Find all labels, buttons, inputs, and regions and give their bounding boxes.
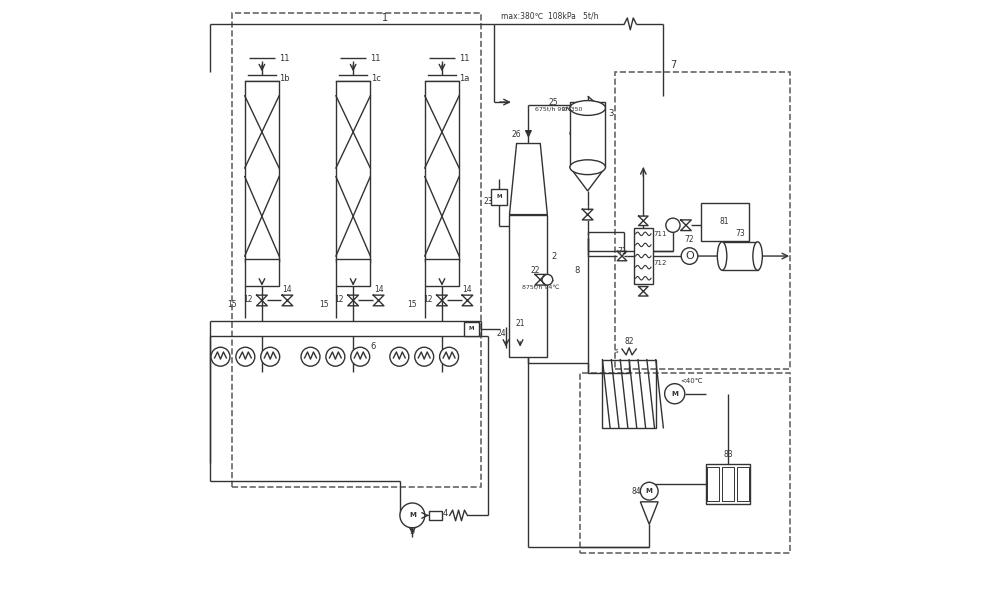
- Bar: [232, 13, 481, 487]
- Text: 22: 22: [531, 267, 540, 275]
- Text: 12: 12: [334, 295, 344, 305]
- Text: 3: 3: [609, 109, 614, 118]
- Text: 675t/h 99℃: 675t/h 99℃: [535, 107, 572, 112]
- Bar: [491, 189, 507, 205]
- Bar: [425, 259, 459, 286]
- Circle shape: [351, 347, 370, 366]
- Text: 72: 72: [685, 235, 694, 244]
- Text: 15: 15: [228, 300, 237, 309]
- Text: 6: 6: [370, 342, 375, 350]
- Text: 83: 83: [723, 450, 733, 459]
- Text: 7: 7: [670, 60, 676, 70]
- Text: 11: 11: [459, 54, 470, 63]
- Text: 1b: 1b: [279, 74, 290, 83]
- Bar: [245, 82, 279, 262]
- Text: 1a: 1a: [459, 74, 470, 83]
- Text: 21: 21: [515, 319, 525, 328]
- Text: 81: 81: [719, 217, 729, 226]
- Polygon shape: [640, 502, 658, 524]
- Text: 1: 1: [381, 13, 388, 23]
- Polygon shape: [570, 167, 605, 191]
- Ellipse shape: [570, 101, 605, 115]
- Text: 2: 2: [552, 252, 557, 261]
- Text: 5: 5: [410, 527, 415, 536]
- Text: 15: 15: [408, 300, 417, 309]
- Text: M: M: [646, 488, 653, 494]
- Text: 1c: 1c: [371, 74, 381, 83]
- Text: 14: 14: [283, 285, 292, 295]
- Polygon shape: [509, 143, 547, 215]
- Text: 712: 712: [653, 260, 667, 266]
- Bar: [245, 259, 279, 286]
- Ellipse shape: [717, 242, 727, 270]
- Bar: [580, 372, 790, 553]
- Bar: [336, 82, 370, 262]
- Text: 711: 711: [653, 230, 667, 237]
- Text: 25: 25: [548, 98, 558, 107]
- Circle shape: [681, 248, 698, 264]
- Circle shape: [666, 218, 680, 233]
- Circle shape: [326, 347, 345, 366]
- Text: 14: 14: [463, 285, 472, 295]
- Bar: [509, 215, 547, 357]
- Text: M: M: [671, 391, 678, 397]
- Text: M: M: [469, 327, 474, 331]
- Bar: [429, 511, 442, 520]
- Text: 15: 15: [319, 300, 328, 309]
- Circle shape: [415, 347, 434, 366]
- Text: 4: 4: [443, 509, 448, 518]
- Text: 82: 82: [624, 337, 634, 346]
- Text: s: s: [614, 348, 618, 354]
- Text: 23: 23: [483, 197, 493, 206]
- Circle shape: [400, 503, 425, 528]
- Text: M: M: [409, 512, 416, 518]
- Bar: [464, 322, 479, 336]
- Bar: [336, 259, 370, 286]
- Bar: [701, 203, 749, 241]
- Bar: [425, 82, 459, 262]
- Text: max:380℃  108kPa   5t/h: max:380℃ 108kPa 5t/h: [501, 12, 599, 21]
- Circle shape: [390, 347, 409, 366]
- Bar: [570, 102, 605, 167]
- Bar: [722, 242, 758, 270]
- Text: 12: 12: [243, 295, 252, 305]
- Bar: [634, 228, 653, 284]
- Circle shape: [236, 347, 255, 366]
- Text: 73: 73: [735, 229, 745, 238]
- Text: 8: 8: [574, 267, 580, 275]
- Text: DN350: DN350: [562, 107, 583, 112]
- Circle shape: [640, 483, 658, 500]
- Text: 12: 12: [423, 295, 432, 305]
- Circle shape: [665, 384, 685, 404]
- Bar: [602, 360, 656, 428]
- Text: O: O: [685, 251, 694, 261]
- Bar: [706, 464, 750, 504]
- Text: 11: 11: [279, 54, 290, 63]
- Text: <40℃: <40℃: [680, 378, 703, 384]
- Text: M: M: [496, 195, 502, 199]
- Text: 24: 24: [496, 328, 506, 337]
- Circle shape: [542, 274, 553, 285]
- Text: 26: 26: [512, 130, 521, 139]
- Circle shape: [261, 347, 280, 366]
- Circle shape: [301, 347, 320, 366]
- Text: 14: 14: [374, 285, 383, 295]
- Circle shape: [440, 347, 459, 366]
- Circle shape: [211, 347, 230, 366]
- Ellipse shape: [570, 160, 605, 174]
- Ellipse shape: [753, 242, 762, 270]
- Text: 11: 11: [370, 54, 381, 63]
- Text: 71: 71: [617, 247, 627, 256]
- Bar: [615, 73, 790, 368]
- Text: 84: 84: [631, 487, 641, 496]
- Text: 875t/h 94℃: 875t/h 94℃: [522, 284, 559, 289]
